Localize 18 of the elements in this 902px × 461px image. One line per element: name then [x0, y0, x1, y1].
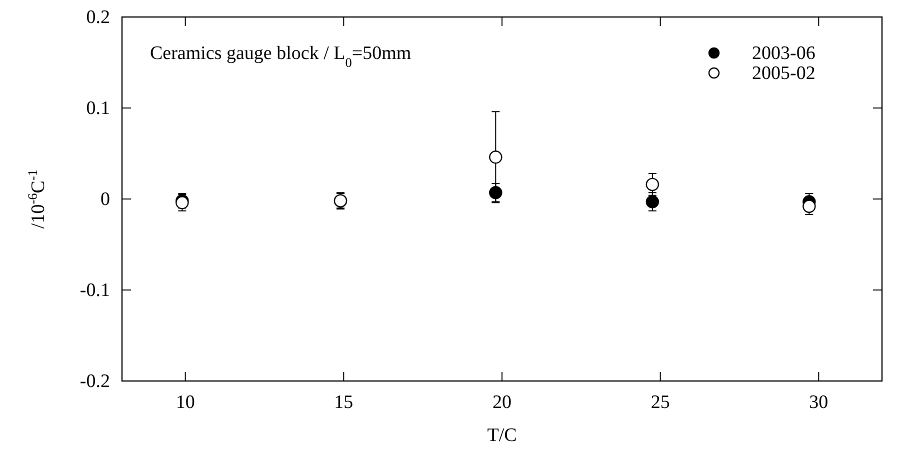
y-tick-label: 0.1	[86, 98, 110, 119]
point	[489, 186, 502, 200]
point	[802, 200, 816, 213]
legend-label: 2003-06	[752, 43, 816, 64]
x-tick-label: 15	[334, 392, 354, 413]
y-tick-label: -0.1	[80, 280, 110, 301]
x-tick-label: 30	[809, 392, 828, 413]
x-tick-label: 25	[650, 392, 670, 413]
legend-label: 2005-02	[752, 63, 816, 84]
y-tick-label: 0.2	[86, 7, 110, 28]
x-axis-title: T/C	[487, 425, 517, 446]
x-tick-label: 20	[492, 392, 512, 413]
point	[646, 195, 660, 208]
annotation: Ceramics gauge block / L$_{0}$=50mm	[150, 43, 412, 70]
y-tick-label: -0.2	[80, 371, 110, 392]
y-tick-label: 0	[100, 189, 110, 210]
point	[489, 150, 502, 164]
x-tick-label: 10	[176, 392, 195, 413]
